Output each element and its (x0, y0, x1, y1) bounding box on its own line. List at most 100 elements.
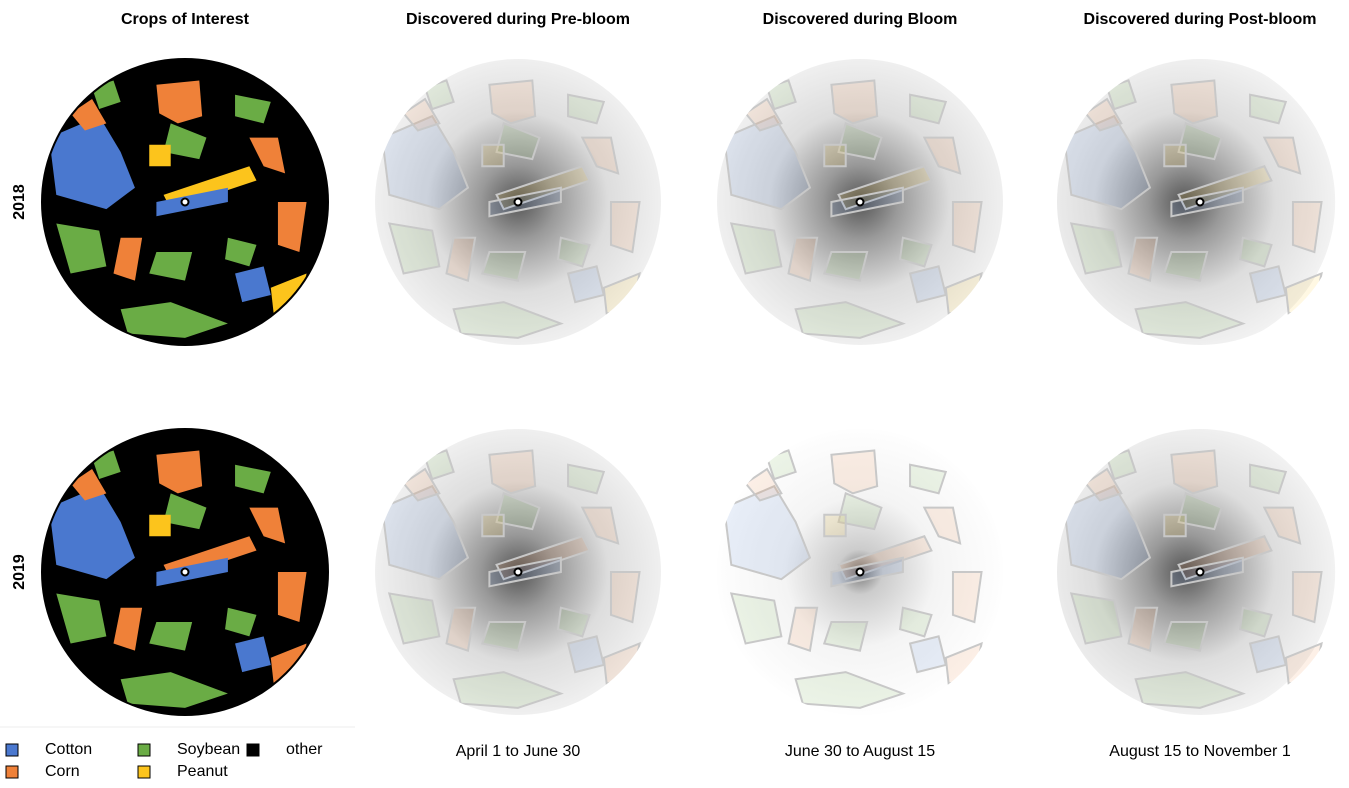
field (277, 572, 307, 623)
legend-label: Corn (45, 763, 80, 780)
field (445, 606, 477, 652)
field (445, 236, 477, 282)
field (908, 635, 948, 674)
field (49, 486, 135, 580)
field (1177, 491, 1223, 531)
field (787, 606, 819, 652)
field (837, 121, 883, 161)
field (566, 265, 606, 304)
field (951, 201, 983, 254)
field (1084, 97, 1123, 132)
field (1069, 592, 1123, 645)
field (1162, 251, 1209, 282)
field (480, 251, 527, 282)
field (1134, 671, 1246, 709)
field (70, 469, 107, 501)
field (823, 513, 847, 538)
field (387, 592, 441, 645)
field (1163, 513, 1187, 538)
legend-label: Peanut (177, 763, 228, 780)
row-label: 2018 (11, 184, 28, 220)
field (837, 491, 883, 531)
field (830, 186, 904, 218)
field (765, 79, 797, 111)
field (481, 513, 505, 538)
field (723, 114, 812, 211)
field (49, 116, 135, 210)
field (922, 136, 962, 175)
field (156, 557, 228, 587)
field (149, 514, 171, 537)
field (235, 94, 271, 124)
field (156, 450, 203, 494)
field (1127, 236, 1159, 282)
field (163, 493, 207, 530)
field (488, 449, 537, 495)
legend-label: other (286, 741, 323, 758)
field (1105, 79, 1137, 111)
field (488, 79, 537, 125)
field (580, 506, 620, 545)
field (1069, 222, 1123, 275)
field (723, 484, 812, 581)
field (1177, 121, 1223, 161)
field (609, 571, 641, 624)
caption: August 15 to November 1 (1109, 743, 1291, 760)
field (56, 593, 107, 644)
field (452, 671, 564, 709)
legend-swatch (137, 765, 151, 779)
field (149, 252, 193, 281)
field (729, 592, 783, 645)
legend-label: Soybean (177, 741, 240, 758)
field (567, 93, 606, 125)
field (1291, 201, 1323, 254)
field (744, 97, 783, 132)
field (70, 99, 107, 131)
map-panel (1057, 59, 1336, 345)
field (1170, 186, 1244, 218)
field (480, 621, 527, 652)
field (1134, 301, 1246, 339)
map-panel (717, 59, 1003, 345)
field (567, 463, 606, 495)
field (156, 187, 228, 217)
map-panel (375, 59, 661, 345)
field (452, 301, 564, 339)
field (1170, 79, 1219, 125)
field (787, 236, 819, 282)
map-panel (1057, 429, 1336, 715)
field (113, 237, 143, 281)
field (249, 507, 286, 544)
field (823, 143, 847, 168)
field (1238, 236, 1273, 268)
map-panel (41, 58, 329, 346)
field (495, 491, 541, 531)
field (1249, 93, 1288, 125)
field (1291, 571, 1323, 624)
field (830, 449, 879, 495)
field (744, 467, 783, 502)
location (513, 567, 523, 577)
field (1063, 484, 1152, 581)
legend-swatch (5, 743, 19, 757)
field (830, 556, 904, 588)
field (277, 202, 307, 253)
field (556, 236, 591, 268)
legend-swatch (5, 765, 19, 779)
field (1163, 143, 1187, 168)
field (1105, 449, 1137, 481)
field (120, 672, 228, 708)
field (235, 464, 271, 494)
location (855, 197, 865, 207)
map-panel (375, 429, 661, 715)
field (235, 636, 271, 673)
field (149, 622, 193, 651)
field (908, 265, 948, 304)
field (951, 571, 983, 624)
field (1162, 621, 1209, 652)
location (1195, 567, 1205, 577)
field (249, 137, 286, 174)
field (156, 80, 203, 124)
field (1248, 635, 1288, 674)
